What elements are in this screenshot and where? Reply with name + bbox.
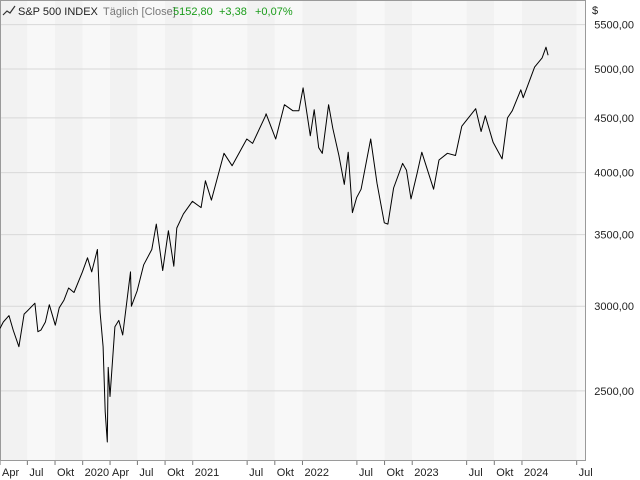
x-tick-label: Okt [57,467,74,479]
x-tick-label: Apr [112,467,129,479]
x-tick-label: 2023 [414,467,438,479]
month-band [356,0,385,461]
interval-label: Täglich [Close] [103,6,176,18]
y-tick-label: 3000,00 [594,301,634,313]
month-band [247,0,275,461]
month-band [412,0,467,461]
symbol-name: S&P 500 INDEX [18,6,99,18]
month-band [576,0,586,461]
y-tick-label: 4000,00 [594,168,634,180]
x-tick-label: Jul [29,467,43,479]
month-band [82,0,111,461]
plot-frame [0,0,586,461]
month-band [137,0,166,461]
month-band [274,0,303,461]
y-tick-label: 2500,00 [594,386,634,398]
month-band [27,0,56,461]
month-band [110,0,138,461]
month-band [302,0,357,461]
y-tick-label: 4500,00 [594,113,634,125]
x-tick-label: 2024 [524,467,548,479]
y-axis: $ 2500,00 3000,00 3500,00 4000,00 4500,00 500… [592,5,634,398]
price-change-percent: +0,07% [255,6,293,18]
price-line [0,46,549,443]
x-tick-label: Jul [139,467,153,479]
month-band [192,0,248,461]
x-tick-label: Okt [277,467,294,479]
x-tick-label: Jul [359,467,373,479]
x-axis: Apr Jul Okt 2020 Apr Jul Okt 2021 Jul Okt 2022 Jul O… [0,461,593,479]
month-band [494,0,522,461]
x-tick-label: Okt [496,467,513,479]
currency-label: $ [592,5,598,17]
x-tick-label: Jul [469,467,483,479]
last-price: 5152,80 [173,6,213,18]
y-tick-label: 5000,00 [594,64,634,76]
chart-header: S&P 500 INDEX Täglich [Close] 5152,80 +3… [2,5,293,18]
grid-lines [0,24,586,392]
x-tick-label: Jul [249,467,263,479]
x-tick-label: 2022 [304,467,328,479]
x-tick-label: Jul [579,467,593,479]
month-band [466,0,495,461]
price-change: +3,38 [219,6,247,18]
x-tick-label: Apr [2,467,19,479]
month-bands [0,0,586,461]
y-tick-label: 3500,00 [594,230,634,242]
month-band [165,0,193,461]
month-band [0,0,28,461]
line-chart-icon [2,5,16,16]
month-band [55,0,83,461]
x-tick-label: Okt [387,467,404,479]
x-tick-label: 2020 [85,467,109,479]
month-band [384,0,413,461]
price-series [0,46,549,443]
x-tick-label: Okt [167,467,184,479]
y-tick-label: 5500,00 [594,20,634,32]
x-tick-label: 2021 [195,467,219,479]
